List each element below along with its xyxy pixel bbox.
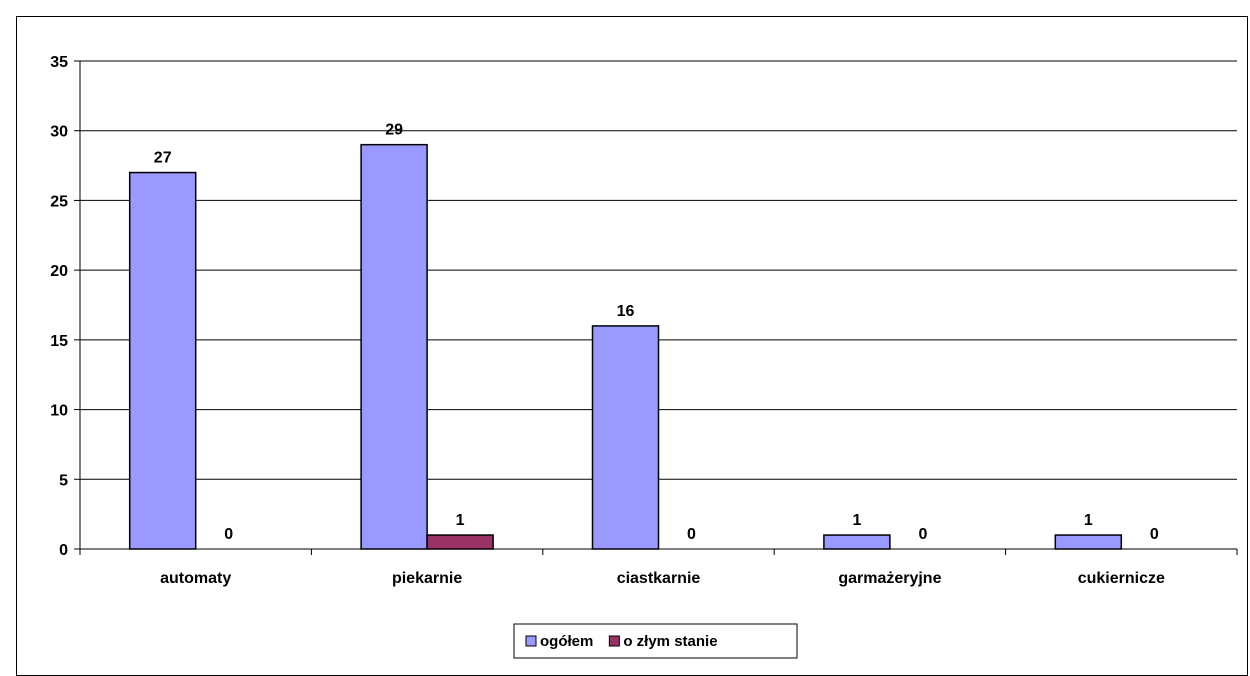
y-tick-label: 5 bbox=[59, 472, 68, 489]
x-category-label: piekarnie bbox=[392, 570, 462, 587]
data-label: 0 bbox=[224, 526, 233, 543]
legend-box bbox=[513, 623, 798, 659]
legend-swatch bbox=[525, 635, 537, 647]
x-category-label: garmażeryjne bbox=[838, 570, 941, 587]
y-tick-label: 35 bbox=[50, 54, 68, 71]
y-tick-label: 30 bbox=[50, 124, 68, 141]
bar-ogolem bbox=[1054, 534, 1123, 550]
x-category-label: automaty bbox=[160, 570, 231, 587]
bars bbox=[128, 143, 1123, 550]
data-label: 1 bbox=[456, 512, 465, 529]
data-label: 0 bbox=[918, 526, 927, 543]
legend-label: ogółem bbox=[540, 633, 593, 650]
data-label: 16 bbox=[617, 303, 635, 320]
data-label: 1 bbox=[852, 512, 861, 529]
axes bbox=[74, 60, 1238, 555]
bar-zly-stan bbox=[426, 534, 494, 550]
data-label: 27 bbox=[154, 150, 172, 167]
y-tick-label: 0 bbox=[59, 542, 68, 559]
bar-ogolem bbox=[360, 143, 428, 550]
bar-ogolem bbox=[128, 171, 197, 550]
gridlines bbox=[80, 60, 1237, 480]
legend-label: o złym stanie bbox=[623, 633, 717, 650]
data-label: 0 bbox=[687, 526, 696, 543]
legend: ogółem o złym stanie bbox=[513, 623, 798, 659]
labels: 05101520253035270automaty291piekarnie160… bbox=[50, 54, 1165, 587]
bar-ogolem bbox=[591, 325, 660, 550]
data-label: 1 bbox=[1084, 512, 1093, 529]
y-tick-label: 20 bbox=[50, 263, 68, 280]
x-category-label: cukiernicze bbox=[1078, 570, 1165, 587]
y-tick-label: 10 bbox=[50, 403, 68, 420]
y-tick-label: 25 bbox=[50, 193, 68, 210]
data-label: 0 bbox=[1150, 526, 1159, 543]
data-label: 29 bbox=[385, 122, 403, 139]
legend-swatch bbox=[608, 635, 620, 647]
x-category-label: ciastkarnie bbox=[617, 570, 701, 587]
bar-ogolem bbox=[823, 534, 891, 550]
y-tick-label: 15 bbox=[50, 333, 68, 350]
